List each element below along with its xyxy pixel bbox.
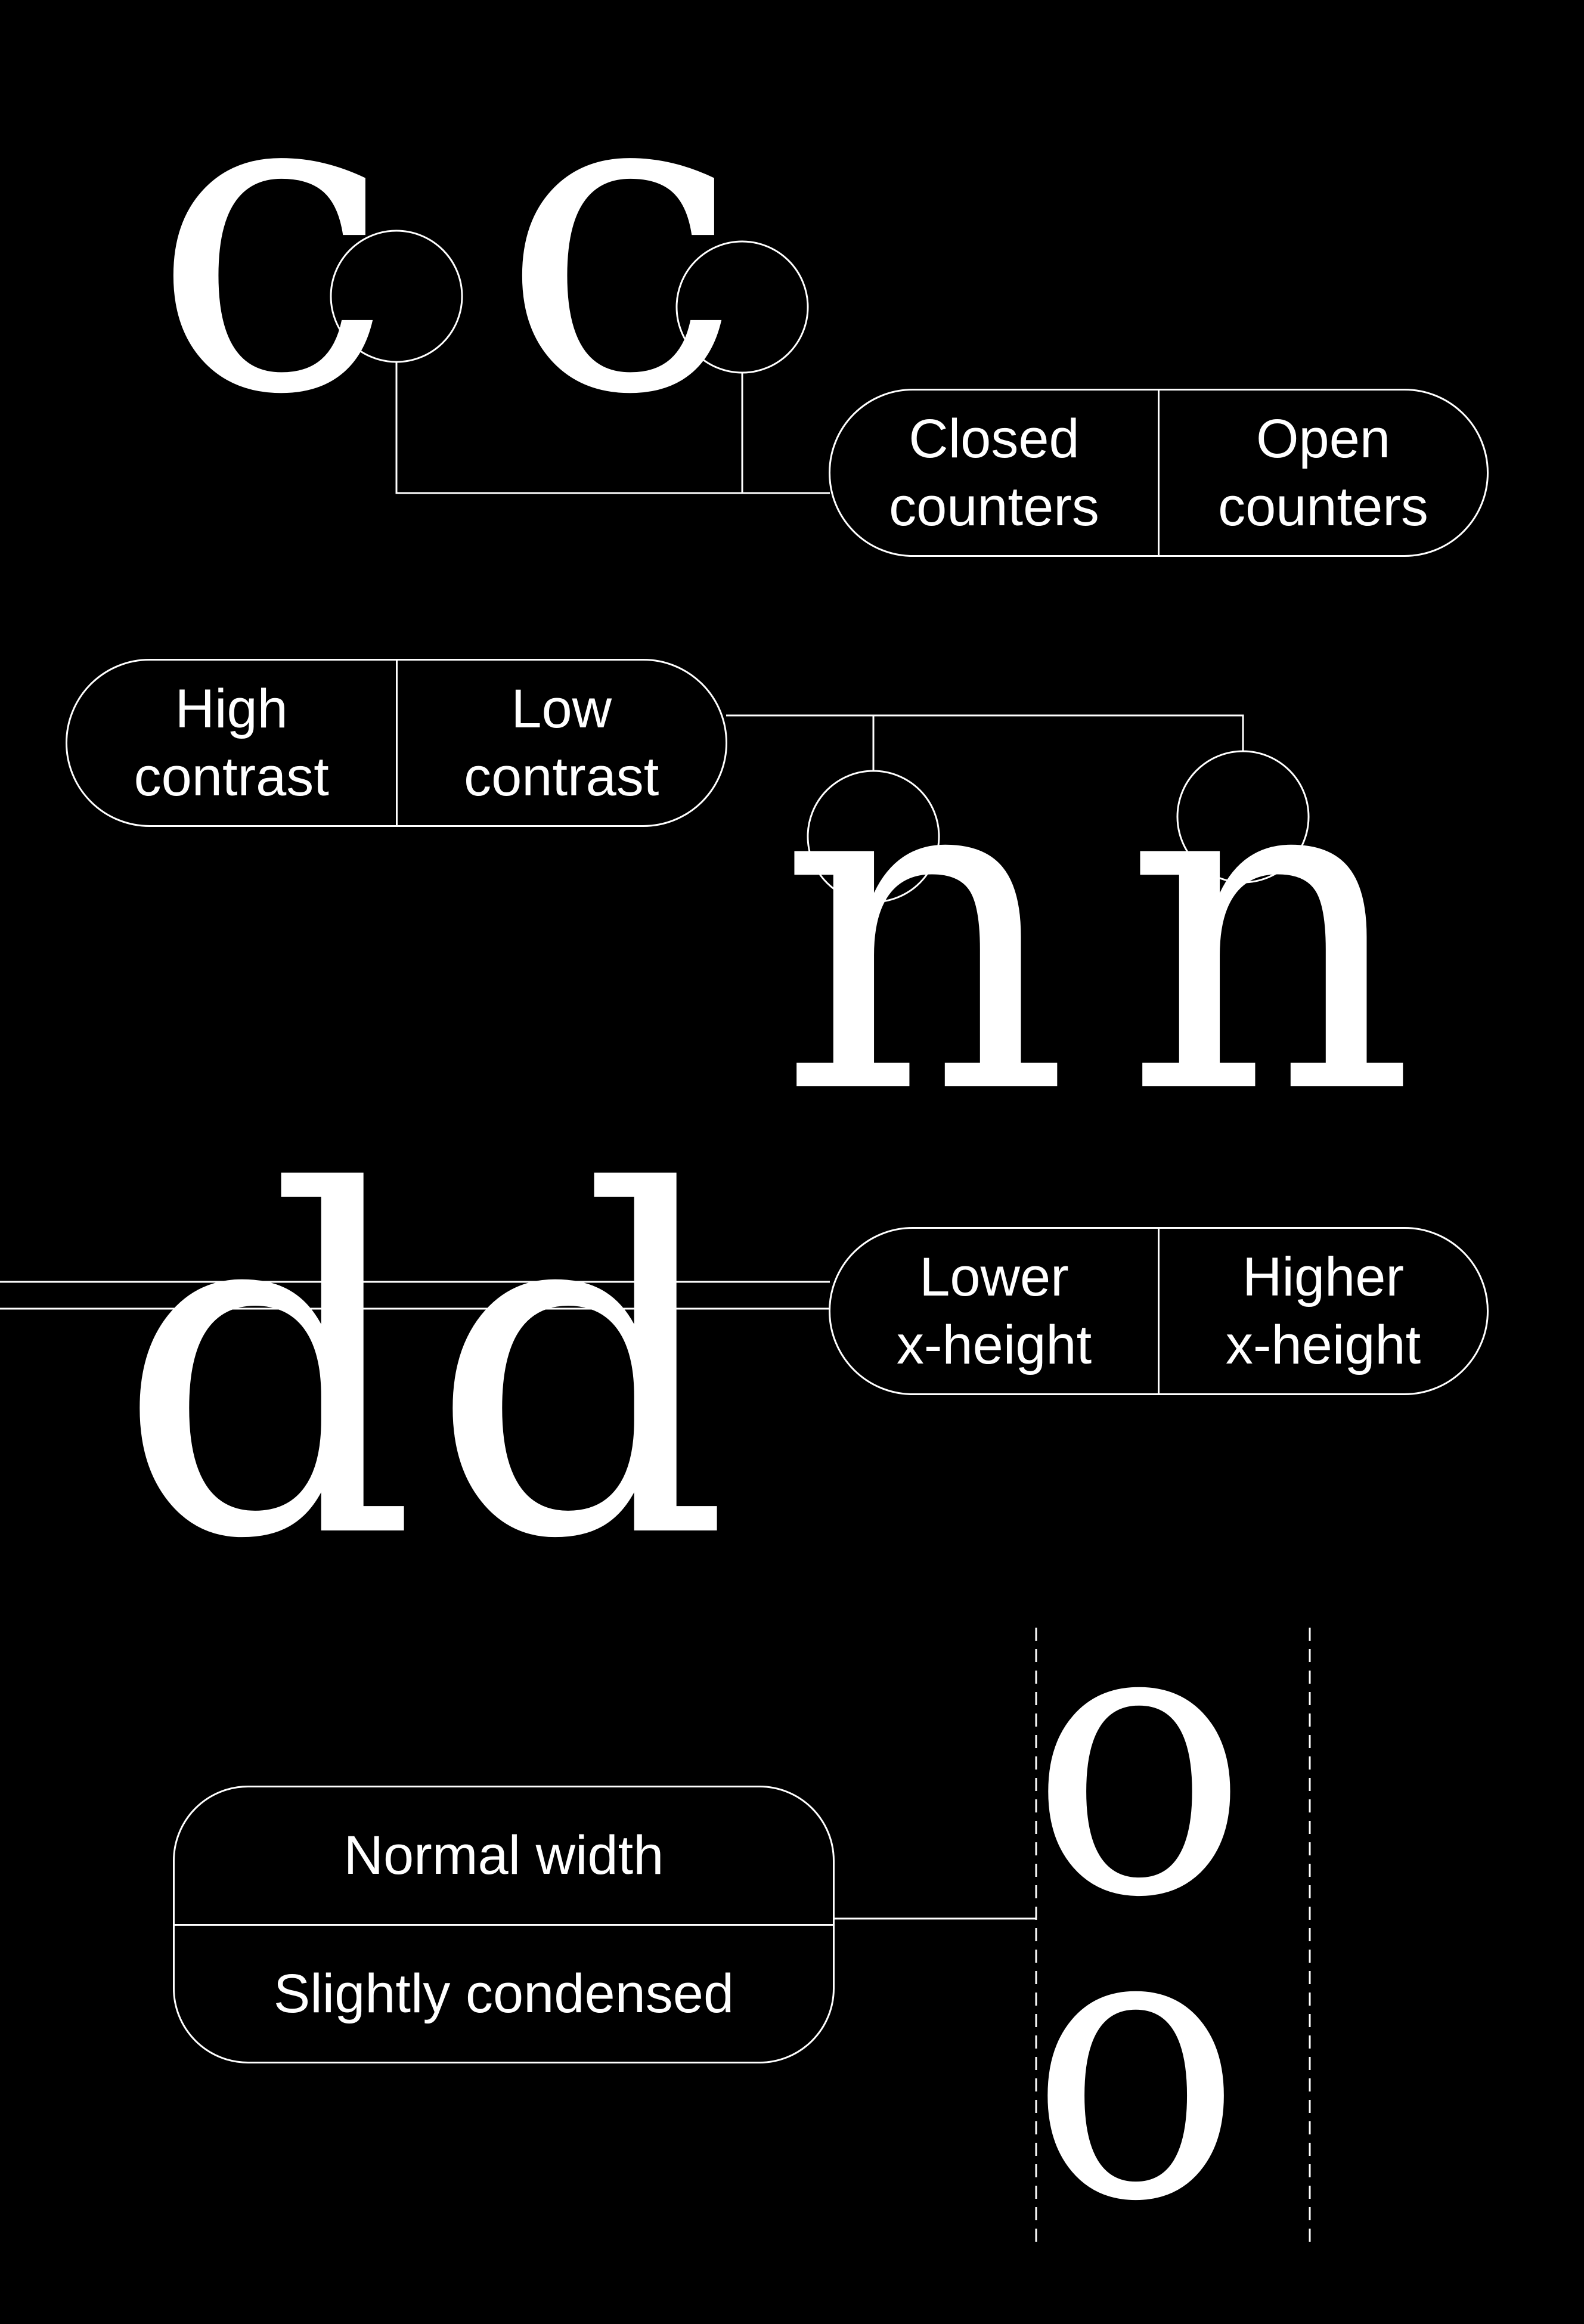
open-counters-label: Open counters bbox=[1158, 391, 1487, 555]
lower-xheight-label: Lower x-height bbox=[896, 1246, 1092, 1375]
glyph-d-higher-xheight: d bbox=[429, 1094, 731, 1642]
glyph-o-condensed: o bbox=[1030, 1840, 1242, 2285]
glyph-c-closed: c bbox=[152, 0, 393, 488]
low-contrast-label: Low contrast bbox=[395, 661, 726, 825]
xheight-label-pill: Lower x-height Higher x-height bbox=[829, 1227, 1489, 1395]
glyph-o-normal-width: o bbox=[1030, 1536, 1249, 1981]
slightly-condensed-label: Slightly condensed bbox=[175, 1923, 833, 2062]
counters-label-pill: Closed counters Open counters bbox=[829, 389, 1489, 557]
glyph-n-low-contrast: n bbox=[1124, 667, 1416, 1194]
width-label-pill: Normal width Slightly condensed bbox=[173, 1786, 835, 2063]
normal-width-label: Normal width bbox=[343, 1825, 664, 1886]
width-connector bbox=[833, 1914, 1037, 1920]
glyph-c-open: c bbox=[501, 0, 742, 488]
higher-xheight-label: Higher x-height bbox=[1158, 1229, 1487, 1393]
high-contrast-label: High contrast bbox=[134, 678, 329, 807]
closed-counters-label: Closed counters bbox=[889, 408, 1099, 537]
contrast-label-pill: High contrast Low contrast bbox=[66, 659, 727, 827]
glyph-d-lower-xheight: d bbox=[116, 1094, 418, 1642]
glyph-n-high-contrast: n bbox=[778, 667, 1070, 1194]
